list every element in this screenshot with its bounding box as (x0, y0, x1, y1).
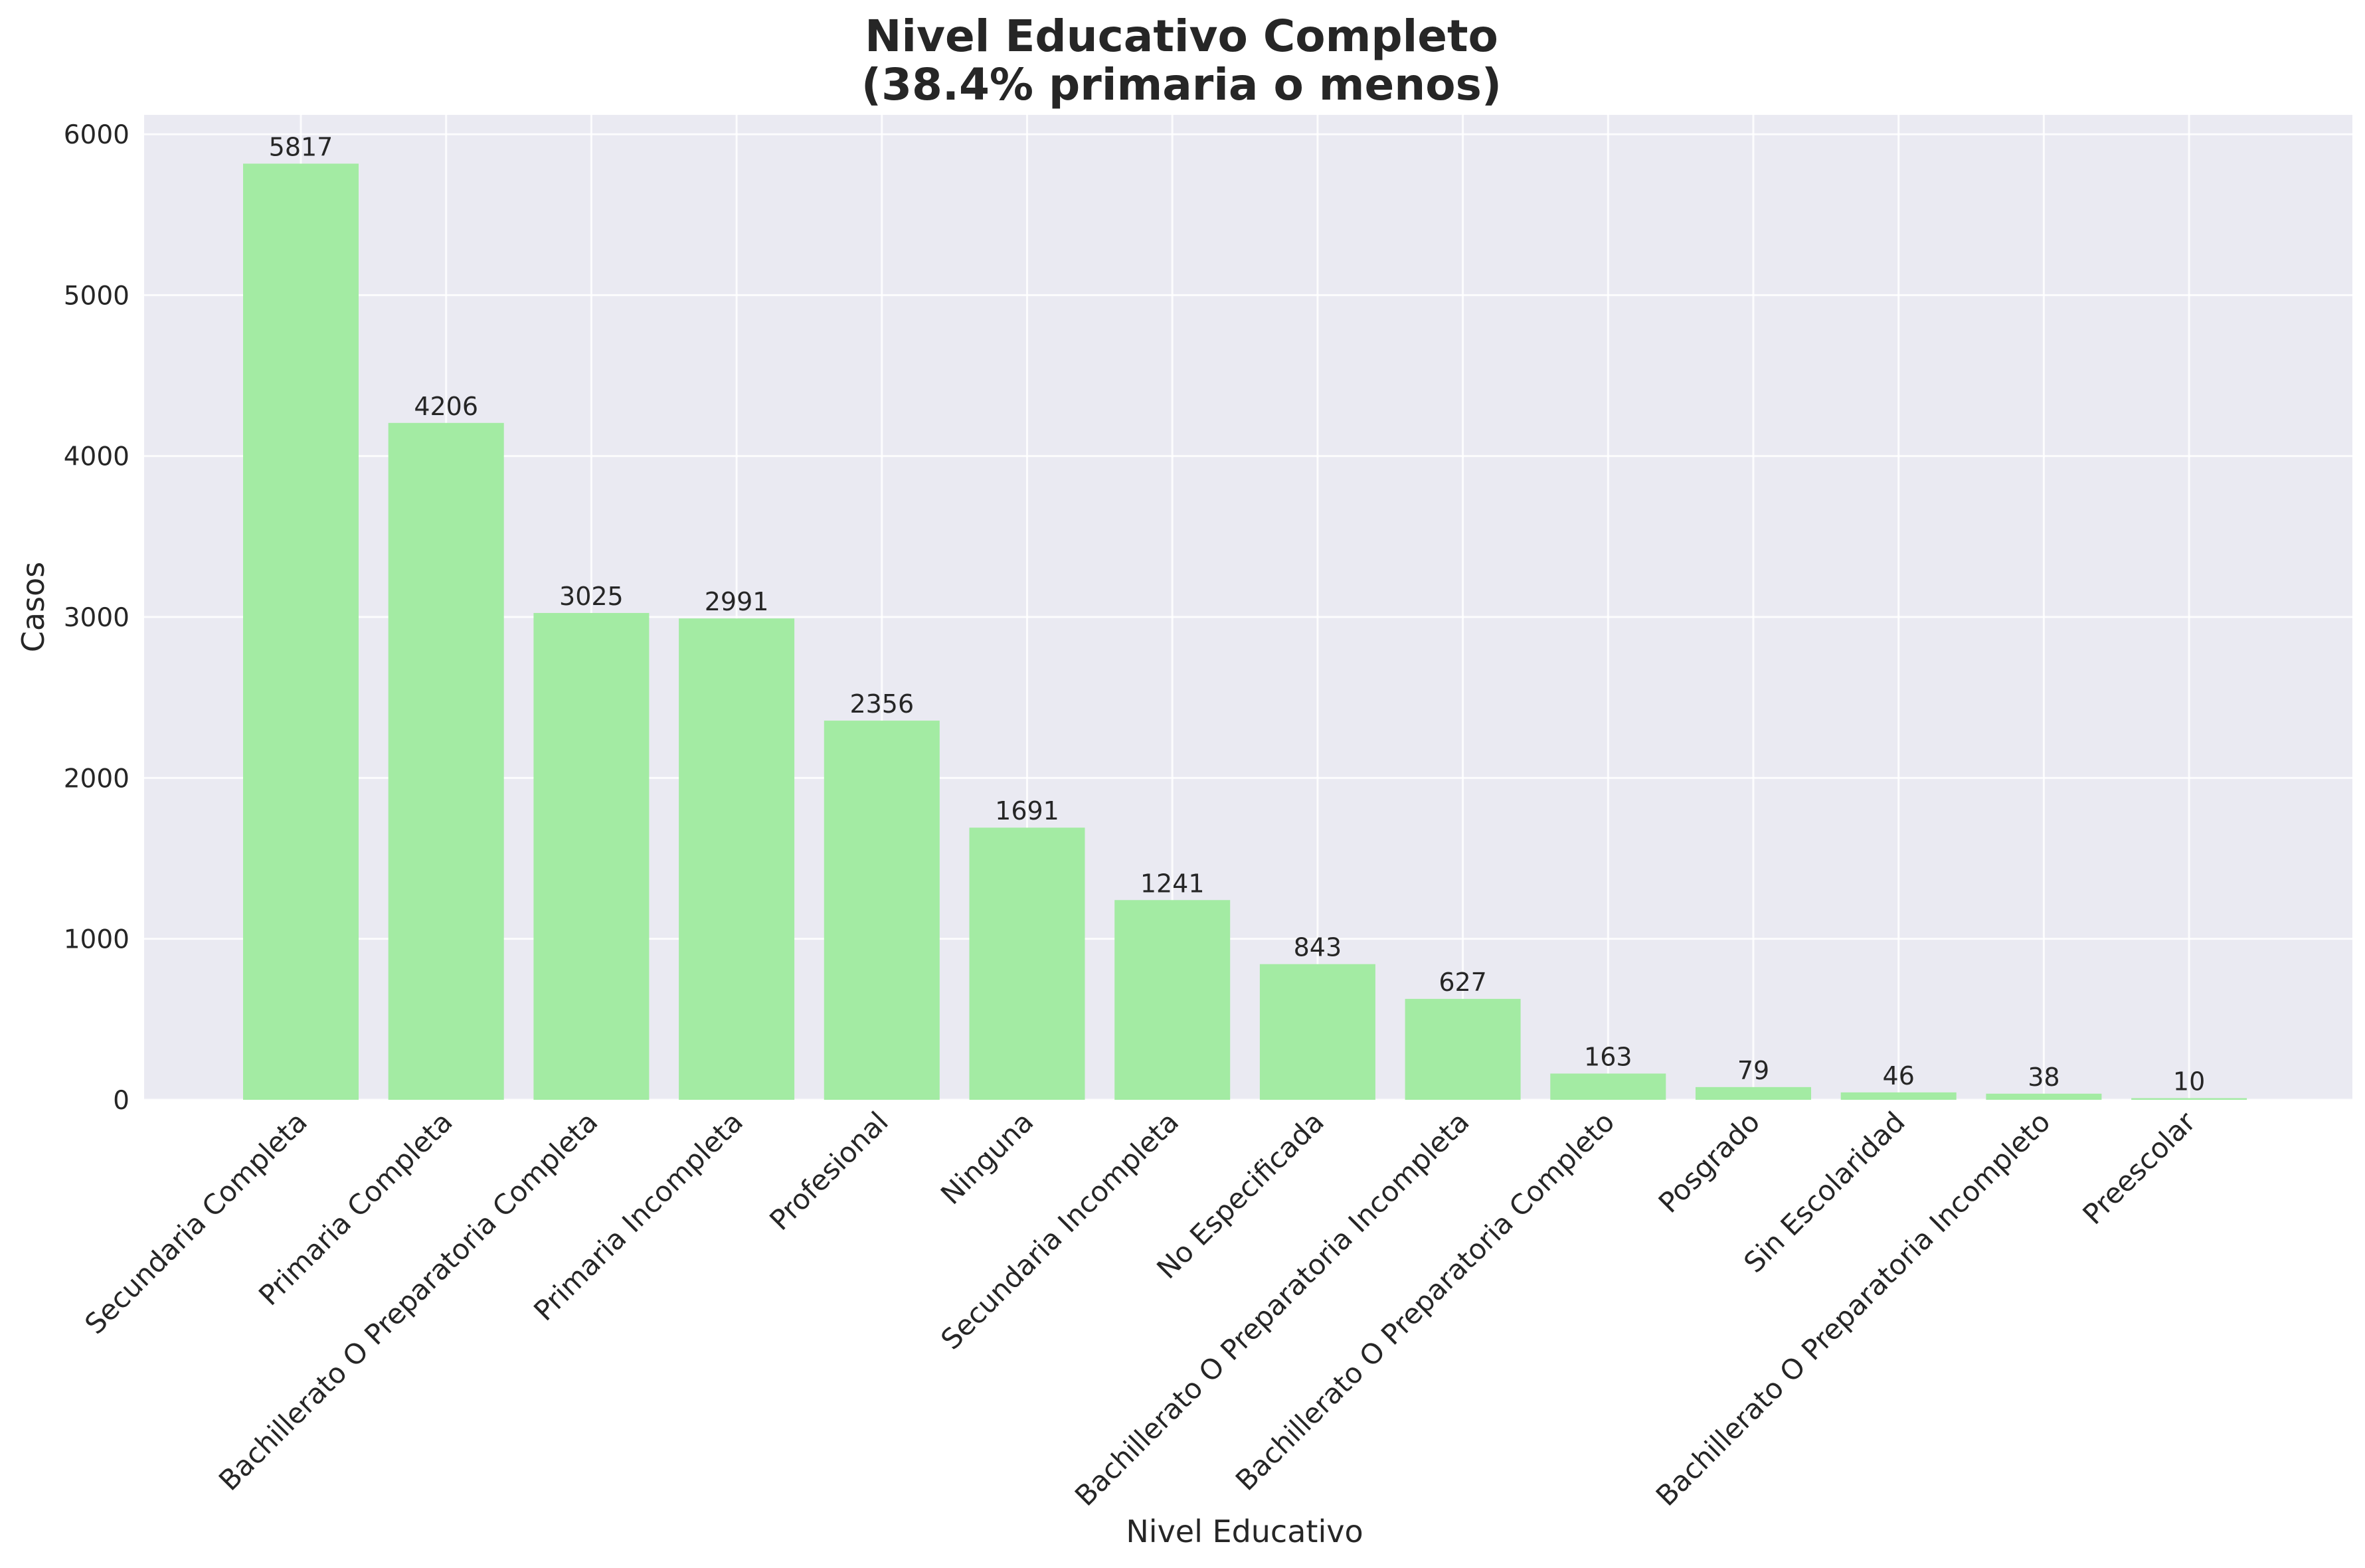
y-tick-label: 5000 (64, 281, 130, 311)
bar-value-label: 2991 (705, 587, 769, 616)
bar-value-label: 10 (2173, 1067, 2205, 1096)
bar-value-label: 1691 (995, 796, 1059, 826)
bar (1840, 1092, 1957, 1100)
y-tick-label: 3000 (64, 603, 130, 633)
y-tick-label: 0 (113, 1086, 130, 1116)
bar-value-label: 5817 (269, 132, 333, 161)
bar (1550, 1073, 1666, 1100)
bar (243, 163, 359, 1100)
bar (1405, 999, 1521, 1100)
y-tick-label: 2000 (64, 764, 130, 794)
bar (1986, 1093, 2102, 1100)
bar (824, 721, 940, 1100)
bar-value-label: 627 (1439, 968, 1487, 997)
bar (2131, 1098, 2247, 1100)
plot-area (144, 115, 2352, 1100)
y-tick-label: 4000 (64, 442, 130, 472)
y-axis-ticks: 0 1000 2000 3000 4000 5000 6000 (64, 120, 130, 1116)
bar-value-label: 4206 (414, 392, 478, 421)
bar-value-label: 46 (1883, 1061, 1915, 1090)
data-labels: 5817 4206 3025 2991 2356 1691 1241 843 627 163 79 4… (269, 132, 2206, 1096)
bar (1259, 964, 1375, 1100)
bar (679, 618, 795, 1100)
y-tick-label: 1000 (64, 925, 130, 955)
bar (388, 422, 504, 1100)
y-axis-label: Casos (15, 562, 51, 652)
x-axis-label: Nivel Educativo (1126, 1514, 1363, 1549)
bar-value-label: 3025 (559, 582, 624, 611)
bar-value-label: 1241 (1140, 869, 1205, 898)
bar (1114, 900, 1231, 1100)
bar (969, 828, 1085, 1100)
bar (533, 612, 650, 1100)
bar-value-label: 38 (2028, 1063, 2059, 1092)
bars (243, 163, 2247, 1100)
chart-title-line-1: Nivel Educativo Completo (865, 11, 1498, 62)
bar-value-label: 163 (1584, 1043, 1632, 1072)
chart-title-line-2: (38.4% primaria o menos) (861, 59, 1502, 110)
y-tick-label: 6000 (64, 120, 130, 150)
bar-value-label: 2356 (849, 689, 914, 719)
bar-value-label: 79 (1737, 1056, 1769, 1085)
bar-value-label: 843 (1294, 933, 1342, 962)
bar (1696, 1087, 1811, 1100)
